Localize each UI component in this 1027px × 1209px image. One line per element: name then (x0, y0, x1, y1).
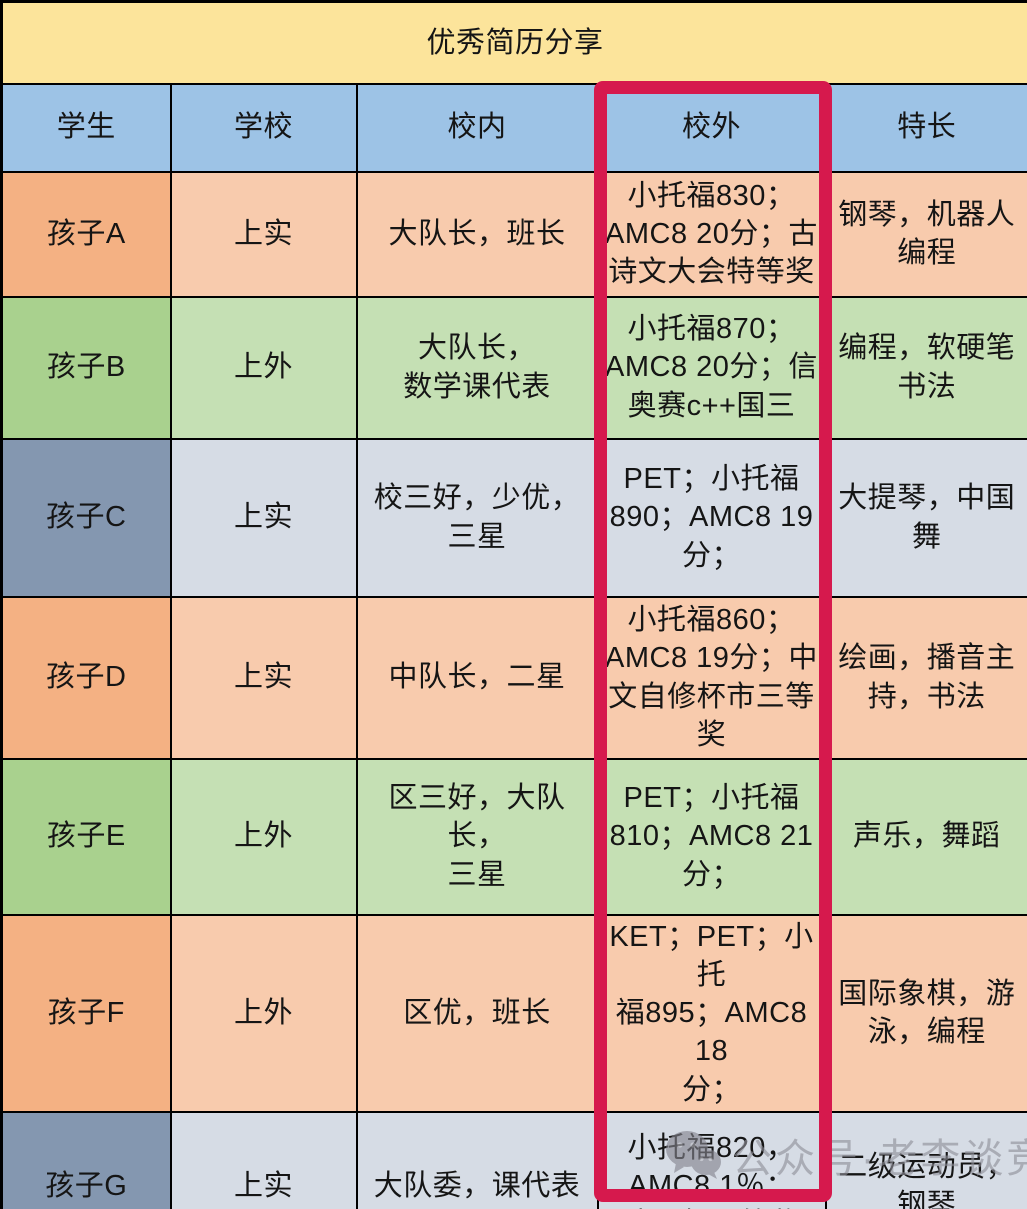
cell-school: 上外 (169, 913, 358, 1113)
cell-in-school: 大队委，课代表 (355, 1110, 599, 1209)
cell-in-school: 校三好，少优， 三星 (355, 437, 599, 598)
cell-school: 上实 (169, 170, 358, 298)
cell-student: 孩子G (0, 1110, 172, 1209)
cell-school: 上外 (169, 757, 358, 916)
cell-in-school: 大队长， 数学课代表 (355, 295, 599, 440)
cell-student: 孩子A (0, 170, 172, 298)
cell-in-school: 区优，班长 (355, 913, 599, 1113)
cell-talent: 绘画，播音主 持，书法 (824, 595, 1027, 760)
cell-student: 孩子C (0, 437, 172, 598)
cell-out-school: 小托福830； AMC8 20分；古 诗文大会特等奖 (596, 170, 827, 298)
cell-student: 孩子E (0, 757, 172, 916)
cell-in-school: 区三好，大队长， 三星 (355, 757, 599, 916)
table-row: 孩子E 上外 区三好，大队长， 三星 PET；小托福 810；AMC8 21 分… (0, 757, 1027, 916)
cell-student: 孩子B (0, 295, 172, 440)
page-title: 优秀简历分享 (0, 0, 1027, 85)
cell-school: 上外 (169, 295, 358, 440)
cell-out-school: 小托福870； AMC8 20分；信 奥赛c++国三 (596, 295, 827, 440)
cell-out-school: PET；小托福 890；AMC8 19 分； (596, 437, 827, 598)
cell-out-school: KET；PET；小托 福895；AMC8 18 分； (596, 913, 827, 1113)
table-row: 孩子D 上实 中队长，二星 小托福860； AMC8 19分；中 文自修杯市三等… (0, 595, 1027, 760)
table-row: 孩子F 上外 区优，班长 KET；PET；小托 福895；AMC8 18 分； … (0, 913, 1027, 1113)
cell-school: 上实 (169, 1110, 358, 1209)
col-header-talent: 特长 (824, 82, 1027, 173)
cell-talent: 钢琴，机器人 编程 (824, 170, 1027, 298)
cell-out-school: 小托福860； AMC8 19分；中 文自修杯市三等 奖 (596, 595, 827, 760)
cell-out-school: 小托福820， AMC8 1％； 冰心杯一等奖 (596, 1110, 827, 1209)
cell-talent: 国际象棋，游 泳，编程 (824, 913, 1027, 1113)
cell-talent: 编程，软硬笔 书法 (824, 295, 1027, 440)
col-header-in-school: 校内 (355, 82, 599, 173)
table-row: 孩子A 上实 大队长，班长 小托福830； AMC8 20分；古 诗文大会特等奖… (0, 170, 1027, 298)
table-row: 孩子C 上实 校三好，少优， 三星 PET；小托福 890；AMC8 19 分；… (0, 437, 1027, 598)
cell-talent: 二级运动员， 钢琴 (824, 1110, 1027, 1209)
cell-talent: 声乐，舞蹈 (824, 757, 1027, 916)
col-header-out-school: 校外 (596, 82, 827, 173)
cell-school: 上实 (169, 437, 358, 598)
cell-student: 孩子F (0, 913, 172, 1113)
table-row: 孩子B 上外 大队长， 数学课代表 小托福870； AMC8 20分；信 奥赛c… (0, 295, 1027, 440)
cell-in-school: 中队长，二星 (355, 595, 599, 760)
cell-student: 孩子D (0, 595, 172, 760)
col-header-school: 学校 (169, 82, 358, 173)
cell-in-school: 大队长，班长 (355, 170, 599, 298)
table-row: 孩子G 上实 大队委，课代表 小托福820， AMC8 1％； 冰心杯一等奖 二… (0, 1110, 1027, 1209)
cell-talent: 大提琴，中国 舞 (824, 437, 1027, 598)
cell-school: 上实 (169, 595, 358, 760)
cell-out-school: PET；小托福 810；AMC8 21 分； (596, 757, 827, 916)
col-header-student: 学生 (0, 82, 172, 173)
